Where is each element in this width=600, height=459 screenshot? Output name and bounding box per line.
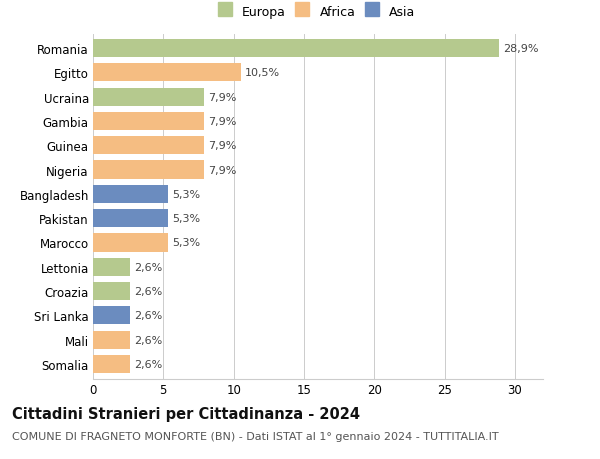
Text: 2,6%: 2,6% (134, 359, 162, 369)
Bar (93, 234, 167, 252)
Bar (93, 89, 204, 106)
Bar (93, 355, 130, 373)
Text: 2,6%: 2,6% (134, 335, 162, 345)
Legend: Europa, Africa, Asia: Europa, Africa, Asia (218, 3, 418, 21)
Text: Cittadini Stranieri per Cittadinanza - 2024: Cittadini Stranieri per Cittadinanza - 2… (12, 406, 360, 421)
Text: 10,5%: 10,5% (245, 68, 280, 78)
Text: 2,6%: 2,6% (134, 262, 162, 272)
Bar (93, 64, 241, 82)
Text: 5,3%: 5,3% (172, 190, 200, 199)
Text: 7,9%: 7,9% (208, 117, 236, 127)
Bar (93, 282, 130, 301)
Text: 2,6%: 2,6% (134, 311, 162, 321)
Bar (93, 40, 499, 58)
Bar (93, 307, 130, 325)
Text: 7,9%: 7,9% (208, 165, 236, 175)
Bar (93, 258, 130, 276)
Bar (93, 185, 167, 203)
Text: 5,3%: 5,3% (172, 238, 200, 248)
Text: 7,9%: 7,9% (208, 92, 236, 102)
Text: COMUNE DI FRAGNETO MONFORTE (BN) - Dati ISTAT al 1° gennaio 2024 - TUTTITALIA.IT: COMUNE DI FRAGNETO MONFORTE (BN) - Dati … (12, 431, 499, 442)
Bar (93, 331, 130, 349)
Bar (93, 161, 204, 179)
Bar (93, 137, 204, 155)
Text: 5,3%: 5,3% (172, 214, 200, 224)
Text: 2,6%: 2,6% (134, 286, 162, 297)
Text: 7,9%: 7,9% (208, 141, 236, 151)
Text: 28,9%: 28,9% (503, 44, 539, 54)
Bar (93, 210, 167, 228)
Bar (93, 112, 204, 131)
